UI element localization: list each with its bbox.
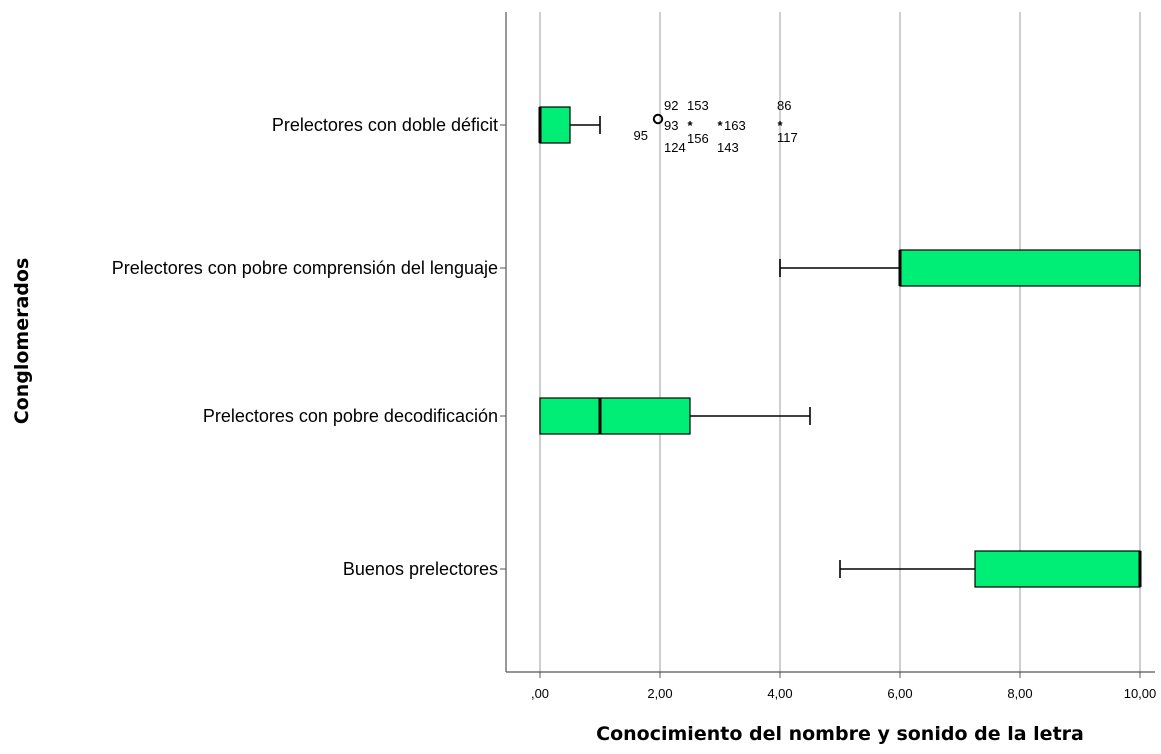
outlier-label: 117 <box>777 130 798 145</box>
outlier-label: 143 <box>717 140 739 155</box>
box <box>539 397 691 435</box>
outlier-star: * <box>717 118 723 133</box>
outlier-circle <box>652 113 664 125</box>
x-tick-label: 4,00 <box>767 686 792 701</box>
outlier-star: * <box>777 118 783 133</box>
category-label: Buenos prelectores <box>343 559 498 579</box>
x-tick-label: ,00 <box>531 686 549 701</box>
outlier-label: 86 <box>777 98 791 113</box>
label-layer: Prelectores con doble déficit92939512415… <box>112 98 798 579</box>
axis-layer: ,00 2,00 4,00 6,00 8,00 10,00 <box>500 12 1156 701</box>
box-layer: * * * <box>538 106 1142 588</box>
outlier-label: 156 <box>687 131 709 146</box>
x-tick-label: 2,00 <box>647 686 672 701</box>
outlier-label: 163 <box>724 118 746 133</box>
category-label: Prelectores con pobre comprensión del le… <box>112 258 498 278</box>
box <box>539 106 571 144</box>
x-tick-label: 6,00 <box>887 686 912 701</box>
box <box>899 249 1141 287</box>
x-axis-title: Conocimiento del nombre y sonido de la l… <box>596 723 1084 745</box>
y-axis-title: Conglomerados <box>11 258 33 425</box>
outlier-label: 153 <box>687 98 709 113</box>
outlier-label: 95 <box>634 128 648 143</box>
outlier-label: 92 <box>664 98 678 113</box>
category-label: Prelectores con pobre decodificación <box>203 406 498 426</box>
outlier-label: 93 <box>664 118 678 133</box>
category-label: Prelectores con doble déficit <box>272 115 498 135</box>
x-tick-label: 10,00 <box>1124 686 1157 701</box>
box <box>974 550 1141 588</box>
outlier-star: * <box>687 118 693 133</box>
x-tick-label: 8,00 <box>1007 686 1032 701</box>
outlier-label: 124 <box>664 140 686 155</box>
